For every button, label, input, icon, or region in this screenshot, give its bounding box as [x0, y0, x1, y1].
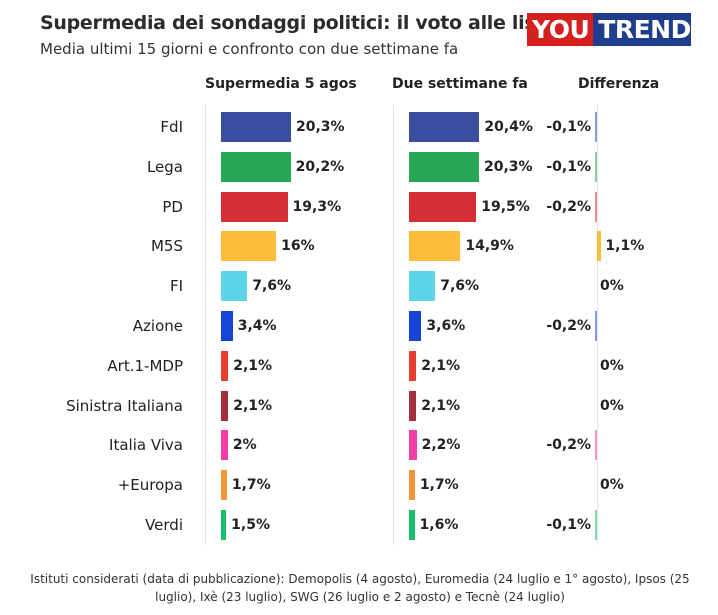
bar-previous — [409, 350, 417, 381]
party-label: M5S — [150, 237, 183, 256]
value-label-difference: 0% — [600, 477, 624, 494]
bar-current — [221, 390, 229, 421]
bar-current — [221, 470, 227, 501]
value-label-difference: 0% — [600, 397, 624, 414]
bar-previous — [409, 430, 417, 461]
value-label-current: 1,7% — [231, 477, 271, 494]
party-label: Art.1-MDP — [107, 356, 183, 375]
bar-previous — [409, 510, 415, 540]
bar-difference — [595, 151, 597, 182]
value-label-difference: -0,2% — [546, 318, 591, 334]
axis-line-current — [205, 105, 206, 545]
value-label-difference: 0% — [600, 278, 624, 295]
value-label-difference: -0,2% — [546, 437, 591, 454]
column-header-current: Supermedia 5 agos — [205, 76, 357, 92]
bar-difference — [595, 191, 597, 222]
value-label-difference: -0,1% — [546, 517, 591, 533]
value-label-current: 19,3% — [292, 198, 342, 215]
chart-title: Supermedia dei sondaggi politici: il vot… — [40, 12, 557, 34]
party-label: PD — [162, 197, 183, 216]
value-label-current: 20,2% — [295, 158, 345, 175]
youtrend-logo: YOU TREND — [527, 13, 691, 46]
party-label: Sinistra Italiana — [66, 396, 183, 415]
bar-previous — [409, 470, 415, 501]
value-label-current: 1,5% — [231, 517, 270, 533]
value-label-previous: 2,1% — [421, 357, 461, 374]
logo-trend: TREND — [593, 13, 691, 46]
value-label-current: 3,4% — [237, 318, 277, 334]
value-label-current: 2,1% — [233, 357, 273, 374]
value-label-difference: -0,2% — [546, 198, 591, 215]
sources-footnote: Istituti considerati (data di pubblicazi… — [30, 572, 690, 604]
bar-difference — [595, 311, 597, 341]
value-label-previous: 2,2% — [421, 437, 461, 454]
bar-previous — [409, 390, 417, 421]
value-label-difference: 1,1% — [605, 238, 645, 255]
value-label-current: 20,3% — [296, 119, 345, 135]
party-label: +Europa — [117, 476, 183, 495]
value-label-previous: 20,3% — [484, 158, 533, 175]
bar-difference — [595, 510, 597, 540]
value-label-previous: 14,9% — [465, 238, 514, 255]
axis-line-previous — [393, 105, 394, 545]
column-header-difference: Differenza — [578, 76, 660, 92]
value-label-difference: 0% — [600, 357, 624, 374]
bar-previous — [409, 191, 477, 222]
bar-difference — [597, 231, 602, 262]
value-label-previous: 2,1% — [421, 397, 461, 414]
value-label-current: 2% — [232, 437, 257, 454]
bar-previous — [409, 311, 422, 341]
bar-previous — [409, 151, 479, 182]
bar-current — [221, 510, 227, 540]
value-label-previous: 7,6% — [440, 278, 480, 295]
bar-previous — [409, 271, 436, 302]
bar-current — [221, 112, 291, 142]
bar-current — [221, 231, 277, 262]
party-label: Italia Viva — [109, 436, 183, 455]
logo-you: YOU — [527, 13, 594, 46]
bar-current — [221, 311, 233, 341]
bar-current — [221, 151, 291, 182]
party-label: FI — [169, 277, 183, 296]
party-label: FdI — [160, 118, 183, 136]
value-label-current: 2,1% — [233, 397, 273, 414]
column-header-previous: Due settimane fa — [392, 76, 528, 92]
value-label-previous: 3,6% — [426, 318, 466, 334]
bar-current — [221, 271, 248, 302]
bar-current — [221, 191, 288, 222]
bar-difference — [595, 430, 597, 461]
value-label-difference: -0,1% — [546, 119, 591, 135]
value-label-previous: 20,4% — [484, 119, 533, 135]
chart-subtitle: Media ultimi 15 giorni e confronto con d… — [40, 40, 459, 58]
bar-current — [221, 350, 229, 381]
party-label: Lega — [146, 157, 183, 176]
value-label-current: 16% — [281, 238, 315, 255]
bar-current — [221, 430, 228, 461]
bar-previous — [409, 231, 461, 262]
bar-previous — [409, 112, 480, 142]
bar-difference — [595, 112, 597, 142]
party-label: Verdi — [145, 516, 183, 534]
value-label-previous: 19,5% — [481, 198, 530, 215]
party-label: Azione — [132, 317, 183, 335]
value-label-previous: 1,6% — [419, 517, 459, 533]
value-label-current: 7,6% — [252, 278, 292, 295]
axis-line-difference — [597, 105, 598, 545]
value-label-difference: -0,1% — [546, 158, 591, 175]
value-label-previous: 1,7% — [419, 477, 459, 494]
